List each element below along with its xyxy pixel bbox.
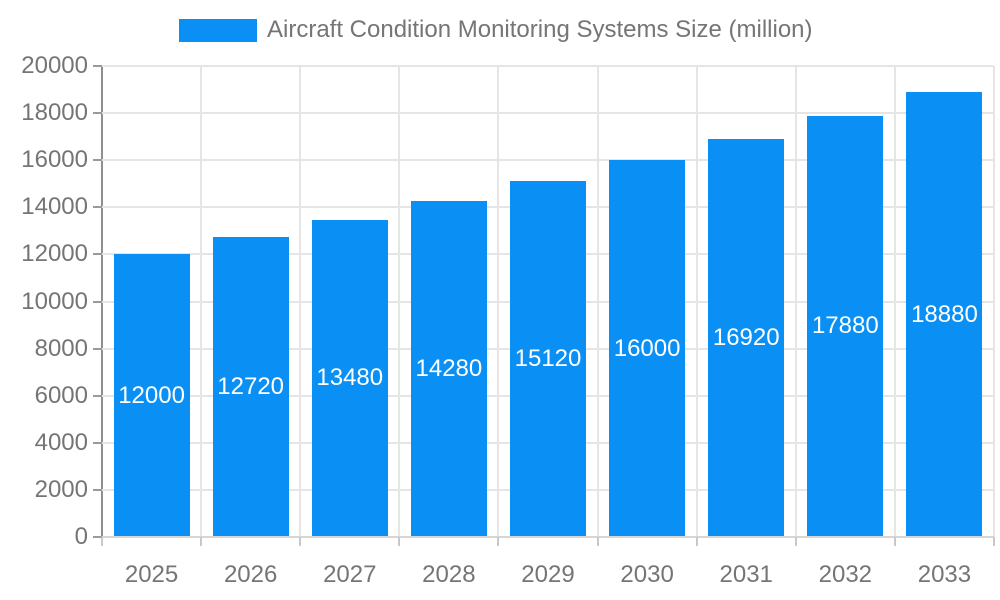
y-tick-label: 12000 <box>21 240 88 268</box>
y-tick-label: 20000 <box>21 52 88 79</box>
bar[interactable] <box>311 219 388 537</box>
x-tick-label: 2027 <box>323 561 377 588</box>
y-tick-label: 4000 <box>34 428 88 456</box>
bar[interactable] <box>609 160 686 537</box>
y-tick <box>93 300 102 303</box>
bar[interactable] <box>113 254 190 537</box>
bar-value-label: 13480 <box>316 364 384 392</box>
y-tick-label: 14000 <box>21 193 88 221</box>
plot-area: 12000 12720 13480 14280 15120 16000 16920 17880… <box>102 65 995 537</box>
x-tick <box>596 537 599 546</box>
x-tick <box>695 537 698 546</box>
y-tick-label: 10000 <box>21 287 88 315</box>
x-tick-label: 2028 <box>422 561 476 588</box>
bar-value-label: 12000 <box>118 381 185 409</box>
y-tick <box>93 441 102 444</box>
bar-value-label: 18880 <box>911 300 978 328</box>
y-tick <box>93 488 102 491</box>
legend-swatch <box>179 18 257 42</box>
x-grid-line <box>794 66 797 537</box>
x-grid-line <box>695 66 698 537</box>
x-tick <box>794 537 797 546</box>
x-tick <box>497 537 500 546</box>
y-tick-label: 6000 <box>34 381 88 409</box>
y-tick-label: 16000 <box>21 146 88 174</box>
x-tick <box>101 537 103 546</box>
x-tick <box>299 537 302 546</box>
y-tick <box>93 112 102 115</box>
bar-value-label: 15120 <box>514 344 582 372</box>
legend-label: Aircraft Condition Monitoring Systems Si… <box>267 16 813 43</box>
y-tick <box>93 253 102 256</box>
y-axis-line <box>101 66 103 546</box>
bar-value-label: 12720 <box>217 373 285 401</box>
y-tick <box>93 394 102 397</box>
y-tick <box>93 159 102 162</box>
x-tick-label: 2029 <box>521 561 575 588</box>
x-axis-line <box>102 536 994 538</box>
bar[interactable] <box>906 92 983 537</box>
x-tick <box>893 537 896 546</box>
x-grid-line <box>596 66 599 537</box>
y-tick <box>93 206 102 209</box>
y-grid-line <box>102 112 994 115</box>
bar-value-label: 14280 <box>415 354 483 382</box>
x-grid-line <box>993 66 995 537</box>
x-grid-line <box>200 66 203 537</box>
bar-value-label: 16920 <box>712 323 780 351</box>
y-tick-label: 0 <box>74 523 88 550</box>
x-grid-line <box>299 66 302 537</box>
bar[interactable] <box>212 237 289 537</box>
y-grid-line <box>102 65 994 67</box>
x-grid-line <box>893 66 896 537</box>
bar[interactable] <box>807 115 884 537</box>
x-tick <box>993 537 995 546</box>
y-tick <box>93 347 102 350</box>
x-grid-line <box>497 66 500 537</box>
x-tick-label: 2026 <box>223 561 278 588</box>
x-tick <box>200 537 203 546</box>
bar-value-label: 16000 <box>613 334 681 362</box>
x-tick-label: 2030 <box>620 561 674 588</box>
y-grid-line <box>102 159 994 162</box>
y-tick-label: 2000 <box>34 475 88 503</box>
y-tick-label: 18000 <box>21 99 88 127</box>
x-tick-label: 2031 <box>719 561 773 588</box>
bar-value-label: 17880 <box>811 312 879 340</box>
legend-item[interactable]: Aircraft Condition Monitoring Systems Si… <box>179 14 813 46</box>
bar[interactable] <box>708 138 785 537</box>
x-tick-label: 2033 <box>917 561 972 588</box>
x-tick-label: 2025 <box>124 561 179 588</box>
bar[interactable] <box>510 180 586 537</box>
x-tick <box>398 537 401 546</box>
y-tick <box>93 65 102 67</box>
x-grid-line <box>398 66 401 537</box>
y-tick-label: 8000 <box>34 334 88 362</box>
bar[interactable] <box>410 200 487 537</box>
y-tick <box>93 536 102 538</box>
x-tick-label: 2032 <box>818 561 873 588</box>
